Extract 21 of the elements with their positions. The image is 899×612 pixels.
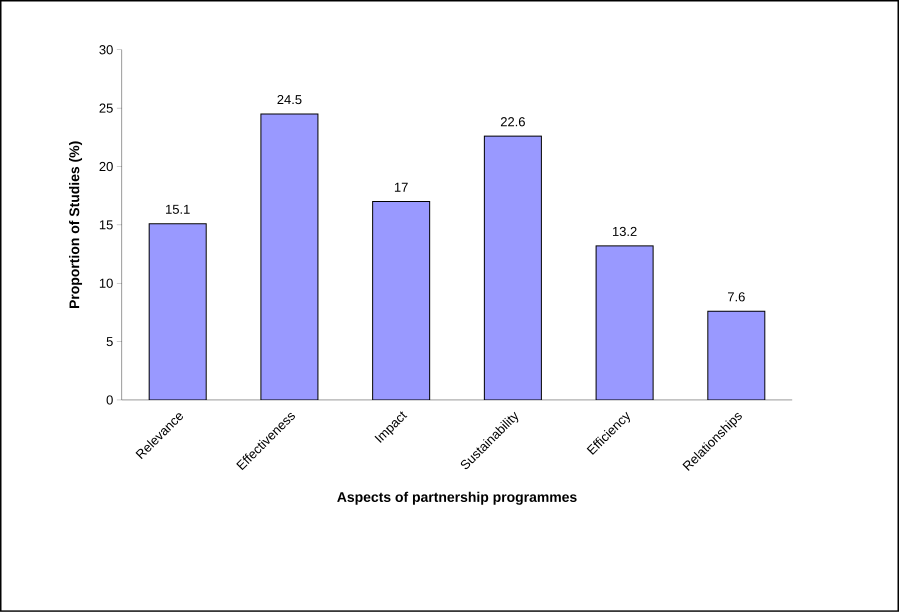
y-tick-label: 25 bbox=[100, 104, 113, 113]
data-label: 22.6 bbox=[500, 117, 525, 126]
bar bbox=[596, 245, 654, 400]
x-axis-title: Aspects of partnership programmes bbox=[337, 492, 577, 505]
bar bbox=[484, 136, 542, 400]
data-label: 17 bbox=[394, 182, 408, 192]
y-tick-label: 0 bbox=[106, 395, 113, 405]
y-tick-label: 10 bbox=[100, 278, 113, 288]
y-tick-label: 20 bbox=[100, 162, 113, 172]
y-tick-label: 15 bbox=[100, 220, 113, 230]
bar bbox=[372, 201, 430, 400]
y-tick-label: 30 bbox=[99, 45, 113, 54]
bar bbox=[707, 310, 766, 400]
y-axis-title: Proportion of Studies (%) bbox=[69, 142, 82, 308]
data-label: 15.1 bbox=[166, 204, 190, 214]
data-label: 24.5 bbox=[277, 95, 302, 104]
data-label: 13.2 bbox=[612, 226, 637, 236]
data-label: 7.6 bbox=[728, 292, 745, 302]
bar bbox=[148, 223, 207, 400]
bar bbox=[260, 114, 318, 400]
y-tick-label: 5 bbox=[106, 337, 113, 346]
